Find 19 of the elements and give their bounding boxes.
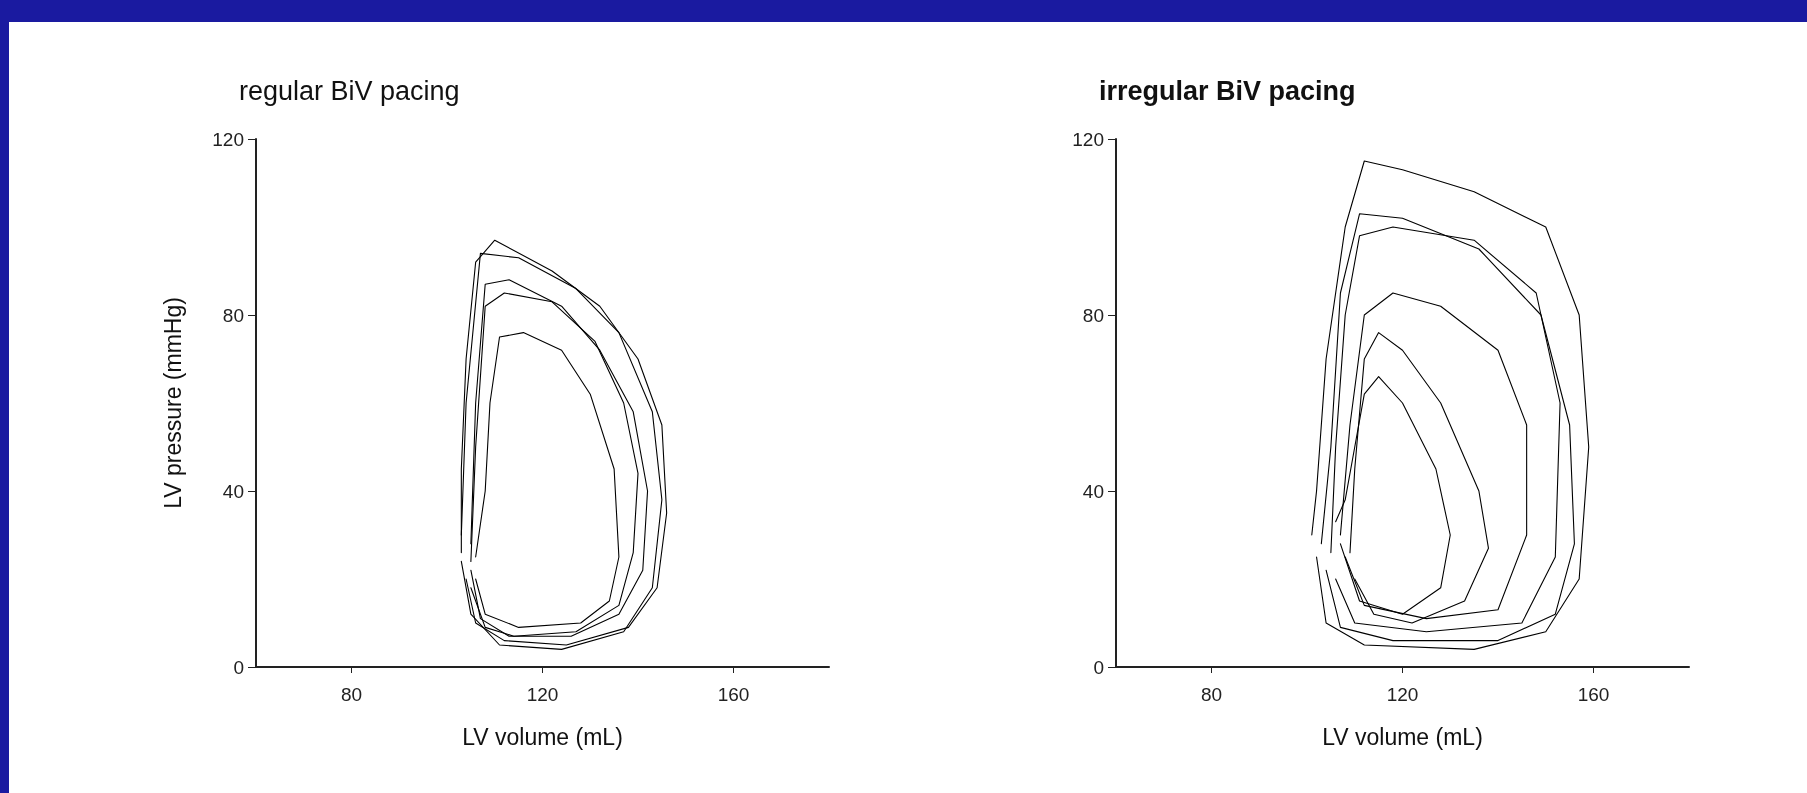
- x-axis-title: LV volume (mL): [462, 723, 623, 750]
- x-tick-label: 80: [1200, 684, 1223, 705]
- y-tick-label: 80: [222, 304, 244, 326]
- chart-title: regular BiV pacing: [239, 75, 460, 106]
- y-tick-label: 120: [212, 128, 244, 150]
- y-tick-label: 0: [1093, 656, 1104, 678]
- y-tick-label: 0: [233, 656, 244, 678]
- y-tick-label: 40: [1082, 480, 1104, 502]
- y-tick-label: 120: [1072, 128, 1104, 150]
- x-tick-label: 120: [526, 684, 559, 705]
- y-axis-title: LV pressure (mmHg): [159, 297, 186, 509]
- x-tick-label: 80: [340, 684, 363, 705]
- y-tick-label: 40: [222, 480, 244, 502]
- x-tick-label: 160: [717, 684, 750, 705]
- x-axis-title: LV volume (mL): [1322, 723, 1483, 750]
- chart-title: irregular BiV pacing: [1099, 75, 1356, 106]
- y-tick-label: 80: [1082, 304, 1104, 326]
- x-tick-label: 120: [1386, 684, 1419, 705]
- x-tick-label: 160: [1577, 684, 1610, 705]
